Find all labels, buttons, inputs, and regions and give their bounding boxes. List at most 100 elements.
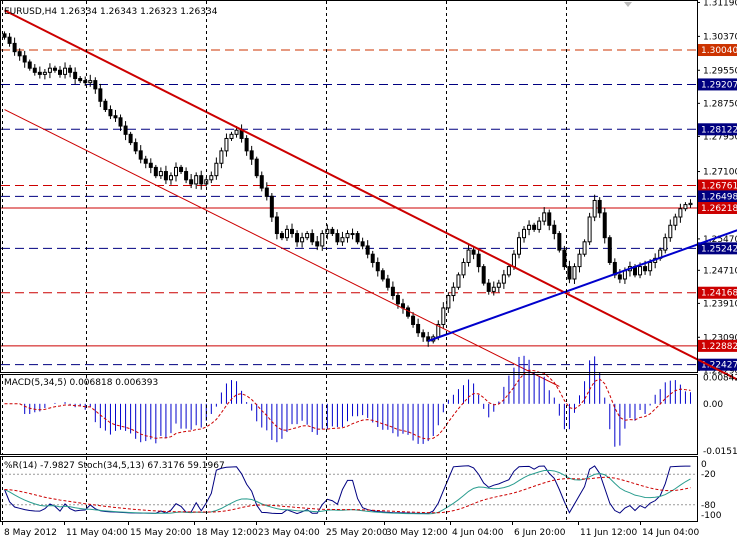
candle-body — [88, 80, 93, 84]
candle-body — [340, 237, 345, 243]
level-tag-label: 1.22427 — [701, 361, 737, 371]
candle-body — [688, 202, 693, 206]
level-tag-label: 1.28122 — [701, 125, 737, 135]
candle-body — [441, 307, 446, 325]
macd-signal-line — [4, 369, 691, 440]
x-tick-label: 14 Jun 04:00 — [642, 528, 699, 538]
candle-body — [58, 69, 63, 75]
candle-body — [592, 199, 597, 218]
level-tag-label: 1.25242 — [701, 244, 737, 254]
macd-tick-label: 0.00842 — [703, 373, 737, 383]
candle-body — [47, 67, 52, 73]
x-tick-label: 11 May 04:00 — [66, 528, 128, 538]
y-tick-label: 1.27950 — [703, 132, 737, 142]
candle-body — [93, 80, 98, 90]
candle-body — [481, 266, 486, 284]
candle-body — [506, 266, 511, 276]
candle-body — [153, 166, 158, 177]
candle-body — [673, 216, 678, 226]
candle-body — [168, 175, 173, 181]
level-tag — [698, 44, 737, 57]
candle-body — [42, 71, 47, 75]
candle-body — [577, 253, 582, 268]
candle-body — [158, 171, 163, 177]
candle-body — [446, 295, 451, 309]
candle-body — [184, 171, 189, 181]
candle-body — [416, 323, 421, 334]
level-tag — [698, 179, 737, 192]
level-tag — [698, 190, 737, 203]
candle-body — [148, 162, 153, 168]
pane-border — [0, 374, 698, 455]
level-tag-label: 1.26498 — [701, 192, 737, 202]
candle-body — [37, 71, 42, 75]
y-tick-label: 1.25470 — [703, 235, 737, 245]
candle-body — [456, 274, 461, 288]
candle-body — [638, 266, 643, 276]
candle-body — [22, 55, 27, 63]
candle-body — [360, 241, 365, 247]
level-tag — [698, 286, 737, 299]
candle-body — [174, 166, 179, 177]
oscillator-header: %R(14) -7.9827 Stoch(34,5,13) 67.3176 59… — [4, 461, 225, 471]
candle-body — [12, 42, 17, 53]
x-tick-label: 6 Jun 20:00 — [514, 528, 566, 538]
candle-body — [572, 266, 577, 280]
trendline — [4, 109, 560, 387]
x-tick-label: 30 May 12:00 — [386, 528, 448, 538]
osc-tick-label: 0 — [701, 460, 707, 470]
candle-body — [2, 33, 7, 38]
candle-body — [269, 195, 274, 218]
candle-body — [375, 261, 380, 272]
candle-body — [310, 233, 315, 243]
candle-body — [68, 67, 73, 73]
level-tag — [698, 358, 737, 371]
x-tick-label: 11 Jun 12:00 — [580, 528, 637, 538]
level-tag — [698, 201, 737, 214]
macd-pane: 0.00842 0.00 -0.01512 — [4, 355, 737, 457]
candle-body — [395, 295, 400, 305]
candle-body — [249, 150, 254, 160]
candle-body — [335, 233, 340, 243]
level-tag-label: 1.22882 — [701, 342, 737, 352]
candle-body — [668, 224, 673, 239]
time-axis: 8 May 2012 11 May 04:00 15 May 20:00 18 May… — [2, 521, 699, 538]
candle-body — [678, 208, 683, 218]
level-tag-label: 1.26218 — [701, 204, 737, 214]
y-tick-label: 1.29550 — [703, 66, 737, 76]
macd-tick-label: 0.00 — [703, 400, 723, 410]
candle-body — [108, 109, 113, 117]
candle-body — [451, 286, 456, 297]
candle-body — [355, 233, 360, 243]
candle-body — [400, 303, 405, 309]
candle-body — [471, 249, 476, 255]
y-tick-label: 1.30370 — [703, 32, 737, 42]
candle-body — [602, 212, 607, 239]
osc-stoch-signal-line — [4, 476, 691, 514]
candle-body — [264, 187, 269, 197]
candle-body — [138, 150, 143, 160]
y-tick-label: 1.24710 — [703, 266, 737, 276]
level-tag — [698, 339, 737, 352]
y-tick-label: 1.23910 — [703, 299, 737, 309]
candle-body — [597, 199, 602, 214]
candle-body — [365, 245, 370, 255]
level-tag-label: 1.30040 — [701, 46, 737, 56]
level-tag — [698, 78, 737, 91]
candle-body — [385, 278, 390, 288]
candle-body — [648, 261, 653, 272]
candle-body — [219, 150, 224, 164]
candle-body — [7, 36, 12, 44]
candle-body — [542, 212, 547, 222]
candle-body — [345, 233, 350, 239]
candle-body — [189, 179, 194, 185]
candle-body — [496, 282, 501, 288]
candle-body — [73, 71, 78, 80]
x-tick-label: 15 May 20:00 — [130, 528, 192, 538]
candle-body — [491, 286, 496, 292]
macd-header: MACD(5,34,5) 0.006818 0.006393 — [4, 378, 158, 388]
candle-body — [511, 253, 516, 268]
candle-body — [133, 142, 138, 152]
candle-body — [547, 212, 552, 226]
